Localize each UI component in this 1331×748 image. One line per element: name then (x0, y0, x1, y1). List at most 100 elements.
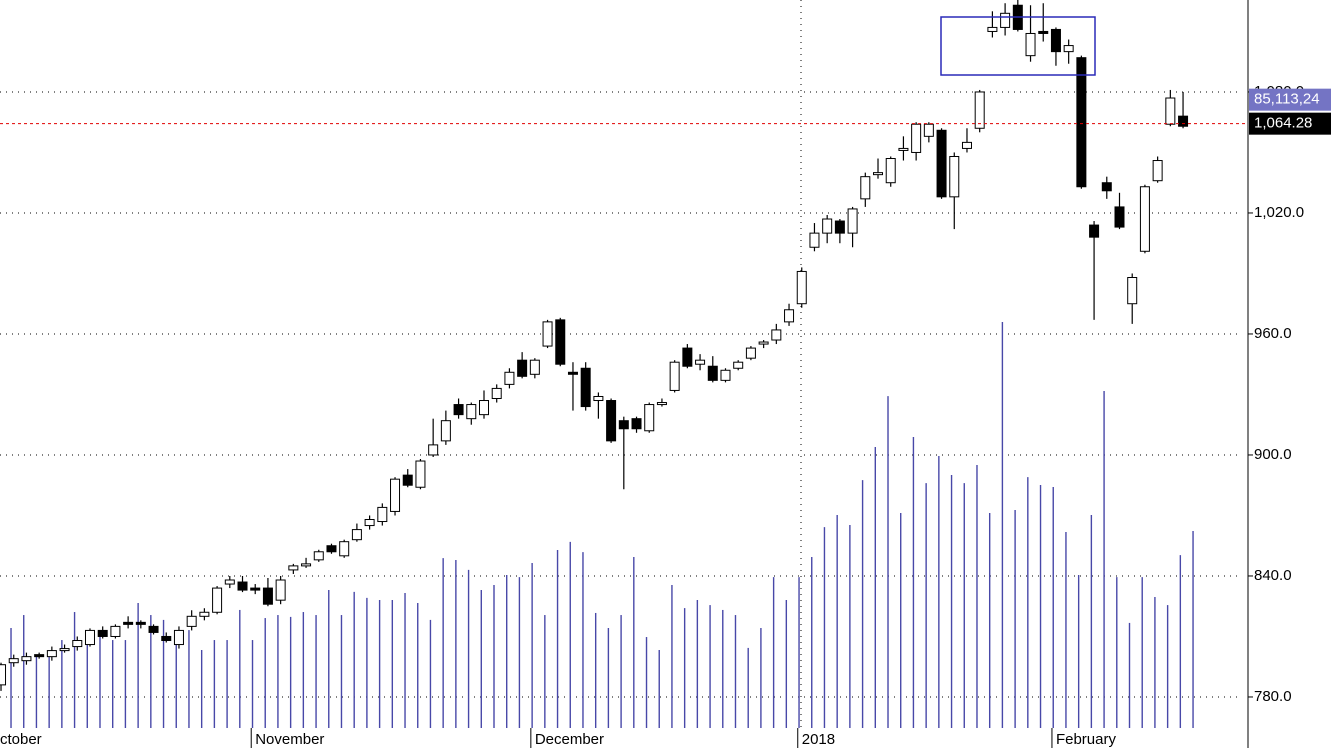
candle-body (415, 460, 426, 488)
candle-body (873, 172, 884, 176)
candle-body (1178, 115, 1189, 127)
candle-body (110, 625, 121, 637)
candle-body (262, 587, 273, 605)
y-tick-label: 840.0 (1254, 567, 1292, 584)
candle-body (669, 361, 680, 391)
candle-body (1089, 224, 1100, 238)
candle-body (847, 208, 858, 234)
last-price-label: 1,064.28 (1254, 115, 1312, 132)
candle-body (212, 587, 223, 613)
candle-body (390, 478, 401, 512)
candle-body (707, 365, 718, 381)
candle-body (936, 129, 947, 198)
volume-label-box (1249, 88, 1331, 111)
y-tick-label: 1,020.0 (1254, 204, 1304, 221)
y-tick-label: 960.0 (1254, 325, 1292, 342)
candle-body (453, 404, 464, 416)
candle-body (580, 367, 591, 408)
candle-body (961, 141, 972, 149)
candle-body (758, 341, 769, 345)
candle-body (1038, 30, 1049, 34)
candle-body (84, 629, 95, 646)
candle-body (428, 444, 439, 456)
candle-body (1152, 160, 1163, 182)
candle-body (923, 123, 934, 137)
candle-body (313, 551, 324, 561)
candle-body (326, 545, 337, 553)
candle-body (733, 361, 744, 369)
candle-body (517, 359, 528, 377)
volume-label: 85,113,24 (1254, 91, 1320, 108)
x-tick-label: October (0, 731, 42, 748)
candle-body (631, 418, 642, 430)
candle-body (682, 347, 693, 367)
candle-body (148, 625, 159, 633)
candle-body (644, 404, 655, 432)
candle-body (1063, 45, 1074, 53)
candle-body (695, 359, 706, 365)
candle-body (542, 321, 553, 347)
y-tick-label: 900.0 (1254, 446, 1292, 463)
candle-body (72, 640, 83, 648)
candle-body (123, 621, 134, 625)
candle-body (1139, 186, 1150, 252)
candle-body (21, 656, 32, 662)
candle-body (34, 654, 45, 658)
highlight-box (940, 16, 1096, 76)
candle-body (822, 218, 833, 234)
candle-body (1076, 57, 1087, 188)
candle-body (135, 621, 146, 625)
candle-body (199, 611, 210, 617)
candle-body (834, 220, 845, 234)
candle-body (656, 402, 667, 406)
candle-body (8, 658, 19, 664)
candle-body (288, 565, 299, 571)
x-tick-label: December (535, 731, 604, 748)
candle-body (1000, 12, 1011, 28)
candle-body (974, 91, 985, 129)
candle-body (440, 420, 451, 442)
candle-body (567, 371, 578, 375)
candle-body (186, 615, 197, 627)
candle-body (809, 232, 820, 248)
candle-body (0, 664, 7, 686)
candle-body (911, 123, 922, 153)
candle-body (466, 404, 477, 420)
candle-body (173, 629, 184, 646)
candle-body (46, 650, 57, 658)
last-price-box (1249, 112, 1331, 135)
candle-body (1101, 182, 1112, 192)
y-tick-label: 780.0 (1254, 688, 1292, 705)
candle-body (860, 176, 871, 200)
candle-body (364, 519, 375, 527)
candle-body (720, 369, 731, 381)
candle-body (351, 529, 362, 541)
candle-body (479, 400, 489, 416)
candle-body (339, 541, 350, 557)
candle-body (224, 579, 235, 585)
x-tick-label: November (255, 731, 324, 748)
candle-body (59, 648, 70, 652)
candles (0, 0, 1189, 691)
candle-body (618, 420, 629, 430)
candle-body (784, 309, 795, 323)
candle-body (250, 587, 261, 591)
candle-body (1127, 277, 1138, 305)
candle-body (275, 579, 286, 601)
candle-body (1025, 32, 1036, 57)
x-tick-label: February (1056, 731, 1117, 748)
candle-body (504, 371, 515, 385)
candle-body (987, 26, 998, 32)
candle-body (97, 629, 108, 637)
candle-body (301, 563, 312, 567)
candle-body (1050, 28, 1061, 53)
candle-body (606, 400, 617, 442)
candle-body (529, 359, 540, 375)
candle-body (796, 270, 807, 305)
x-tick-label: 2018 (802, 731, 835, 748)
candle-body (745, 347, 756, 359)
candle-body (491, 387, 502, 400)
candle-body (402, 474, 413, 486)
